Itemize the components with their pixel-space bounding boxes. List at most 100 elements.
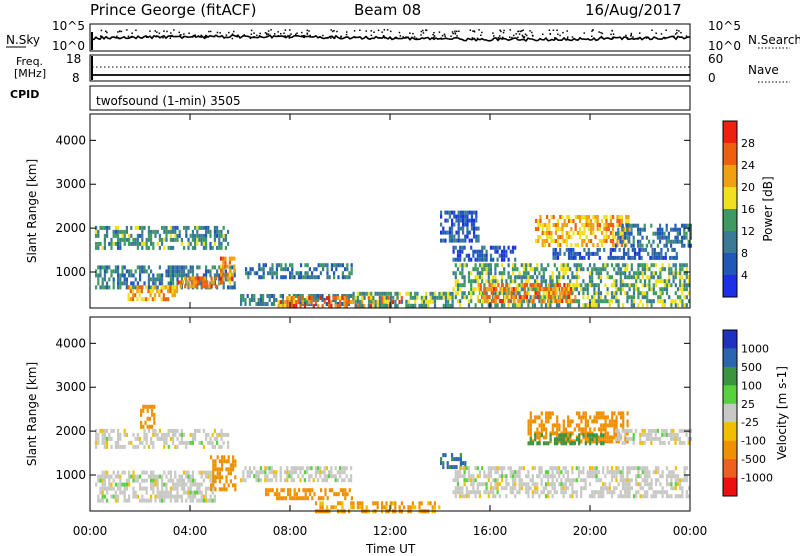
velocity-cell [200,498,203,503]
velocity-cell [672,474,675,479]
power-cell [574,223,577,227]
noise-search-point [567,36,569,38]
power-cell [579,231,582,235]
velocity-cell [670,470,673,475]
velocity-cell [602,433,605,438]
velocity-cell [95,482,98,487]
velocity-cell [459,453,462,458]
power-cell [297,271,300,276]
power-cell [147,265,150,270]
power-cell [489,263,493,268]
power-cell [425,299,428,304]
power-cell [228,260,231,265]
power-cell [577,275,581,280]
velocity-cell [549,437,552,442]
power-cell [178,229,181,234]
power-cell [143,269,146,274]
velocity-cell [176,444,179,449]
power-cell [609,255,612,260]
power-cell [603,223,606,227]
power-cell [475,226,478,231]
power-cell [319,296,322,301]
power-cell [601,219,604,223]
power-cell [632,243,635,248]
power-cell [670,299,673,304]
power-cell [123,237,126,242]
power-cell [519,299,522,303]
power-cell [669,255,672,260]
velocity-cell [218,459,221,464]
velocity-cell [348,488,351,493]
power-cell [486,299,489,303]
power-cell [496,291,499,296]
velocity-cell [99,474,102,479]
power-cell [130,241,133,246]
velocity-cell [225,487,228,492]
power-cell [579,219,582,223]
velocity-cell [216,436,219,441]
velocity-cell [582,433,585,438]
power-cell [630,295,633,300]
velocity-cell [394,501,397,506]
power-cell [131,289,135,294]
power-cell [258,275,261,280]
power-cell [674,303,677,308]
velocity-cell [534,415,537,420]
x-tick-label: 08:00 [273,524,308,538]
power-cell [561,291,564,295]
y-axis-label: Slant Range [km] [25,362,39,466]
noise-search-point [548,29,551,31]
velocity-cell [674,478,677,483]
velocity-cell [670,494,673,499]
velocity-cell [595,490,598,495]
velocity-cell [128,470,131,475]
velocity-cell [571,486,574,491]
power-cell [213,225,216,230]
power-cell [106,225,109,230]
power-cell [202,233,205,238]
power-cell [594,219,597,223]
velocity-cell [489,470,493,475]
x-tick-label: 12:00 [373,524,408,538]
velocity-cell [615,439,618,444]
velocity-cell [293,496,296,501]
power-cell [169,285,172,290]
power-cell [559,251,562,256]
power-cell [613,295,616,300]
power-cell [484,291,487,295]
power-cell [451,230,454,235]
power-cell [617,231,620,236]
noise-search-point [377,29,380,32]
velocity-cell [558,439,561,444]
power-cell [683,243,686,248]
velocity-cell [571,466,574,471]
power-cell [496,257,499,262]
power-cell [178,233,181,238]
power-cell [632,235,635,240]
power-cell [648,279,651,284]
velocity-cell [339,470,342,475]
velocity-cell [571,478,574,483]
velocity-cell [621,466,625,471]
power-cell [233,273,236,278]
power-cell [490,291,493,295]
velocity-cell [123,428,126,433]
power-cell [199,276,202,281]
power-cell [628,271,631,276]
velocity-cell [608,423,612,428]
power-cell [648,283,651,288]
velocity-cell [202,498,205,503]
velocity-cell [646,466,649,471]
velocity-cell [545,431,548,436]
y-axis-label: Slant Range [km] [25,159,39,263]
velocity-cell [487,494,490,499]
velocity-cell [319,505,322,510]
power-cell [532,283,535,287]
velocity-cell [470,474,473,479]
velocity-cell [544,482,548,487]
velocity-cell [597,494,600,499]
power-cell [101,225,104,230]
velocity-cell [145,470,148,475]
power-cell [670,303,673,308]
power-cell [141,241,144,246]
